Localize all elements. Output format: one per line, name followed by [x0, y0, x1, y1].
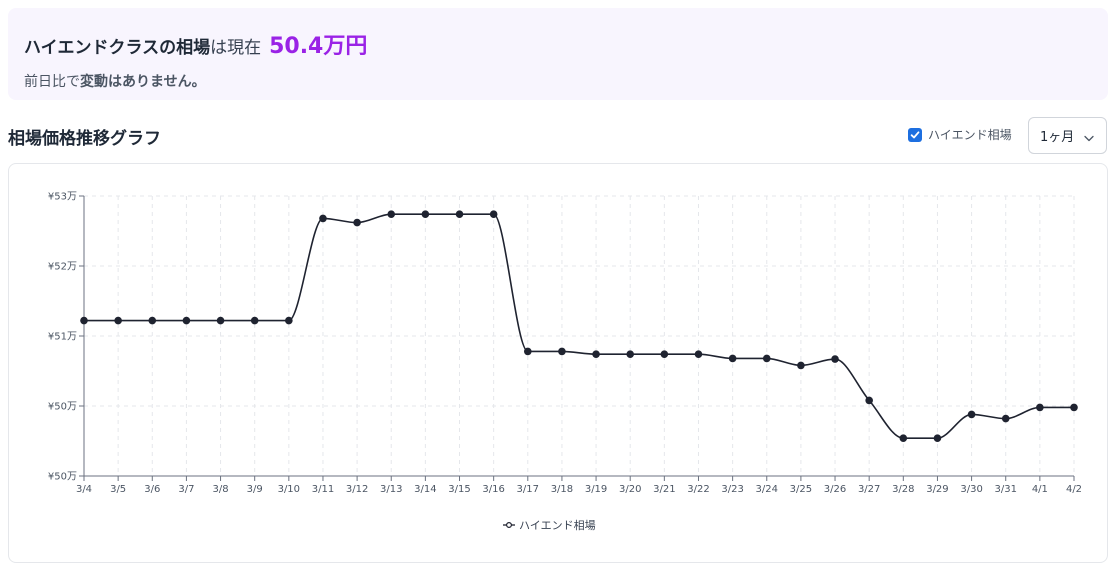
- data-point: [762, 354, 771, 363]
- y-tick-label: ¥52万: [48, 262, 77, 273]
- x-tick-label: 3/9: [247, 484, 263, 495]
- data-point: [250, 316, 259, 325]
- x-tick-label: 3/11: [312, 484, 334, 495]
- check-icon[interactable]: [908, 127, 922, 142]
- x-tick-label: 3/24: [756, 484, 778, 495]
- x-tick-label: 3/27: [858, 484, 880, 495]
- y-tick-label: ¥53万: [48, 192, 77, 203]
- x-tick-label: 3/14: [414, 484, 436, 495]
- x-tick-label: 3/4: [76, 484, 92, 495]
- data-point: [626, 350, 635, 358]
- data-point: [148, 316, 157, 325]
- data-point: [728, 354, 737, 363]
- data-point: [114, 316, 122, 325]
- series-toggle-label: ハイエンド相場: [928, 128, 1012, 142]
- data-point: [319, 214, 327, 223]
- banner-headline: ハイエンドクラスの相場は現在 50.4万円: [24, 28, 367, 60]
- x-tick-label: 3/20: [619, 484, 641, 495]
- price-banner: ハイエンドクラスの相場は現在 50.4万円 前日比で変動はありません。: [8, 8, 1108, 100]
- data-point: [80, 316, 88, 325]
- x-tick-label: 3/12: [346, 484, 368, 495]
- x-tick-label: 3/15: [448, 484, 470, 495]
- data-point: [387, 210, 396, 218]
- data-point: [592, 350, 600, 358]
- current-label: は現在: [210, 38, 262, 58]
- x-tick-label: 3/26: [824, 484, 846, 495]
- x-tick-label: 3/10: [278, 484, 300, 495]
- x-tick-label: 4/1: [1032, 484, 1048, 495]
- class-name: ハイエンドクラスの相場: [24, 38, 211, 58]
- data-point: [489, 210, 498, 218]
- series-toggle[interactable]: ハイエンド相場: [908, 126, 1012, 143]
- series-line: [84, 213, 1074, 440]
- x-tick-label: 3/6: [144, 484, 160, 495]
- x-tick-label: 3/19: [585, 484, 607, 495]
- x-tick-label: 3/7: [178, 484, 194, 495]
- range-select[interactable]: 1ヶ月: [1028, 117, 1107, 154]
- data-point: [1036, 403, 1044, 412]
- data-point: [285, 316, 293, 325]
- x-tick-label: 3/31: [994, 484, 1016, 495]
- price-chart: ¥50万¥50万¥51万¥52万¥53万 3/4 3/5 3/6 3/7 3/8 3/9 3…: [48, 192, 1082, 533]
- chart-legend: ハイエンド相場: [503, 519, 596, 532]
- data-point: [455, 210, 464, 218]
- current-price: 50.4万円: [269, 34, 368, 59]
- x-tick-label: 3/29: [926, 484, 948, 495]
- x-tick-label: 3/23: [721, 484, 743, 495]
- y-tick-label: ¥51万: [48, 332, 77, 343]
- x-tick-label: 3/30: [960, 484, 982, 495]
- x-tick-label: 4/2: [1066, 484, 1082, 495]
- x-tick-label: 3/13: [380, 484, 402, 495]
- x-tick-label: 3/18: [551, 484, 573, 495]
- data-point: [558, 347, 566, 356]
- series-points: [80, 210, 1078, 443]
- data-point: [182, 316, 191, 325]
- x-tick-label: 3/28: [892, 484, 914, 495]
- data-point: [933, 434, 942, 443]
- data-point: [216, 316, 225, 325]
- data-point: [831, 355, 839, 363]
- y-tick-label: ¥50万: [48, 402, 77, 413]
- chart-section-title: 相場価格推移グラフ: [8, 129, 161, 149]
- data-point: [660, 350, 669, 358]
- chart-card: ¥50万 ¥50万 ¥51万 ¥52万 ¥53万 3/4 3/5 3/6 3/7 3/8 3/9 3…: [8, 163, 1108, 563]
- x-axis-ticks: 3/4 3/5 3/6 3/7 3/8 3/9 3/10 3/11 3/12 3/13 3/14 3/…: [76, 476, 1082, 495]
- x-tick-label: 3/16: [482, 484, 504, 495]
- range-select-value: 1ヶ月: [1040, 130, 1075, 145]
- data-point: [967, 410, 976, 419]
- x-tick-label: 3/5: [110, 484, 126, 495]
- y-tick-label: ¥50万: [48, 472, 77, 483]
- chevron-down-icon: [1084, 131, 1094, 146]
- data-point: [1001, 414, 1010, 423]
- data-point: [694, 350, 703, 358]
- data-point: [421, 210, 430, 218]
- x-tick-label: 3/17: [517, 484, 539, 495]
- x-tick-label: 3/21: [653, 484, 675, 495]
- chart-grid: [84, 195, 1075, 476]
- data-point: [1070, 403, 1078, 412]
- data-point: [353, 218, 361, 227]
- change-prefix: 前日比で: [24, 74, 80, 90]
- y-axis-ticks: ¥50万 ¥50万 ¥51万 ¥52万 ¥53万: [48, 192, 84, 483]
- x-tick-label: 3/25: [790, 484, 812, 495]
- data-point: [865, 396, 873, 405]
- banner-change: 前日比で変動はありません。: [24, 71, 206, 91]
- data-point: [899, 434, 908, 443]
- legend-marker-icon: [506, 522, 513, 529]
- legend-label: ハイエンド相場: [519, 519, 596, 532]
- x-tick-label: 3/22: [687, 484, 709, 495]
- x-tick-label: 3/8: [213, 484, 229, 495]
- data-point: [797, 361, 805, 370]
- change-text: 変動はありません。: [80, 74, 206, 90]
- data-point: [523, 347, 532, 356]
